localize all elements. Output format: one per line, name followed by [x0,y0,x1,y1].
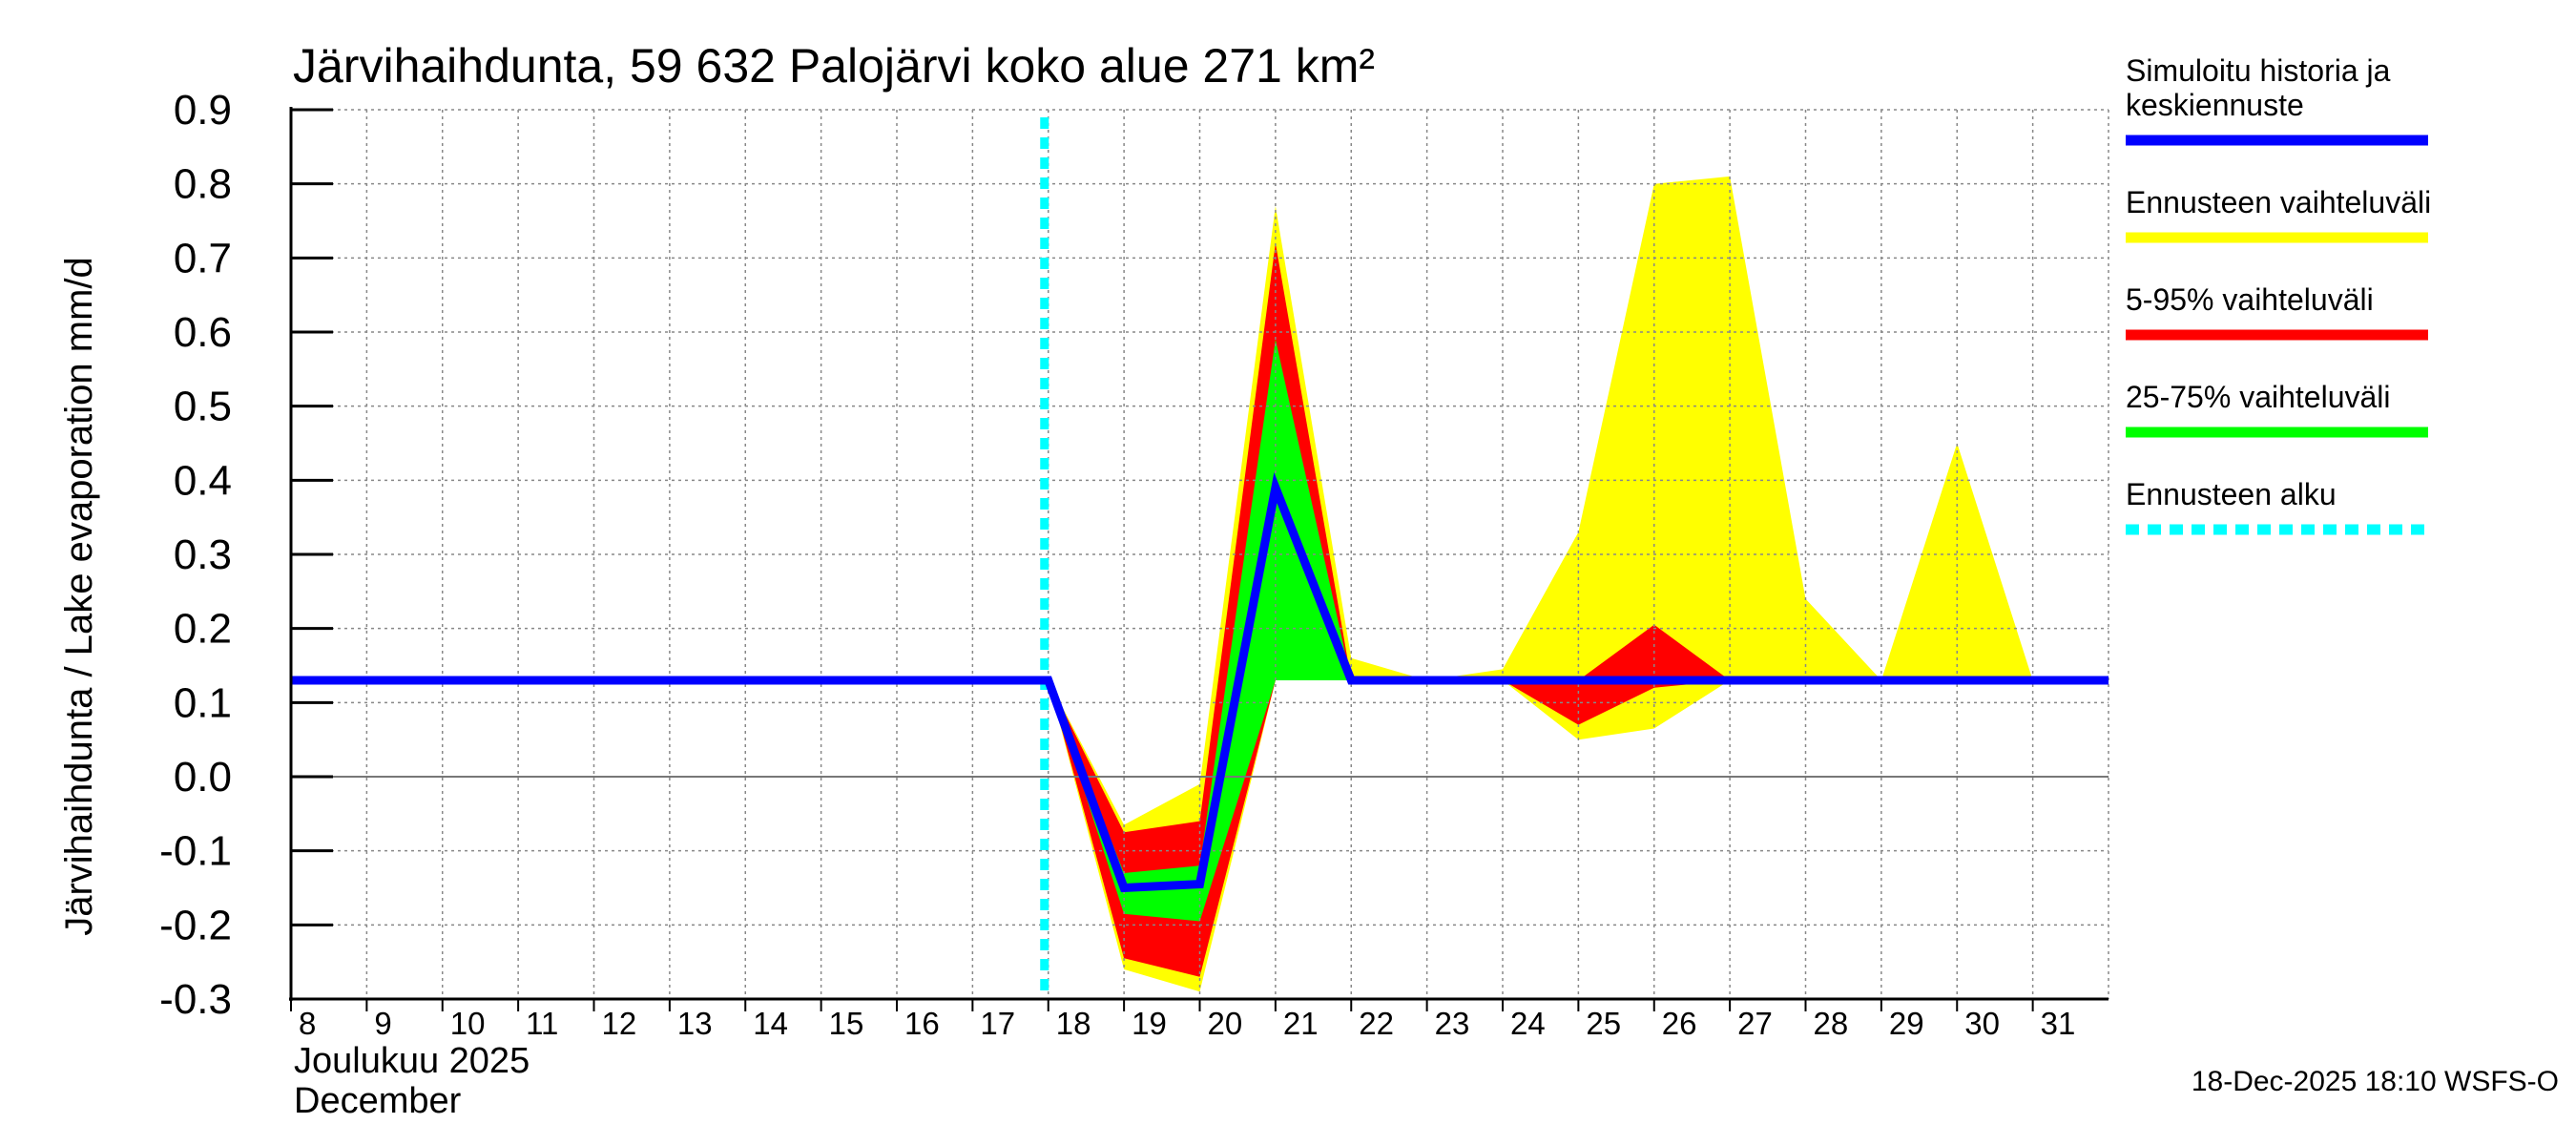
legend-label: Ennusteen alku [2126,477,2337,511]
x-tick-label: 10 [450,1006,486,1041]
x-tick-label: 8 [299,1006,316,1041]
x-axis-month-label-english: December [294,1081,462,1121]
x-tick-label: 11 [526,1006,558,1041]
mean-forecast-line [291,471,2109,893]
y-tick-label: 0.9 [174,87,232,134]
x-tick-label: 22 [1359,1006,1394,1041]
legend-label: keskiennuste [2126,88,2304,122]
x-tick-label: 21 [1283,1006,1319,1041]
y-tick-label: 0.8 [174,161,232,208]
x-tick-label: 29 [1889,1006,1924,1041]
x-tick-label: 17 [980,1006,1015,1041]
legend-label: Simuloitu historia ja [2126,53,2391,88]
x-tick-label: 25 [1586,1006,1621,1041]
plot-axes [289,107,2109,1011]
x-tick-label: 13 [677,1006,713,1041]
x-tick-labels: 8 9 10 11 12 13 14 15 16 17 18 19 20 21 22 23 24 25 26 27 28… [299,1006,2075,1041]
x-tick-label: 26 [1662,1006,1697,1041]
y-tick-label: -0.2 [159,902,232,948]
x-tick-label: 18 [1056,1006,1091,1041]
y-axis-label: Järvihaihdunta / Lake evaporation mm/d [58,257,100,936]
legend-label: 25-75% vaihteluväli [2126,380,2391,414]
y-tick-label: 0.5 [174,384,232,430]
timestamp: 18-Dec-2025 18:10 WSFS-O [2192,1066,2559,1097]
legend-label: Ennusteen vaihteluväli [2126,185,2431,219]
x-tick-label: 27 [1737,1006,1773,1041]
y-tick-label: -0.3 [159,976,232,1023]
y-tick-label: 0.4 [174,457,232,504]
x-tick-label: 24 [1510,1006,1546,1041]
x-tick-label: 30 [1964,1006,2000,1041]
mean-line [291,471,2109,893]
y-tick-label: 0.0 [174,754,232,801]
x-tick-label: 23 [1435,1006,1470,1041]
chart-title: Järvihaihdunta, 59 632 Palojärvi koko al… [293,39,1375,93]
y-tick-label: 0.7 [174,235,232,281]
y-tick-label: -0.1 [159,828,232,875]
x-tick-label: 20 [1208,1006,1243,1041]
y-tick-labels: -0.3 -0.2 -0.1 0.0 0.1 0.2 0.3 0.4 0.5 0.6 0.7 0.8 0… [159,87,232,1023]
x-tick-label: 9 [374,1006,391,1041]
y-tick-label: 0.6 [174,309,232,356]
y-tick-label: 0.2 [174,606,232,653]
x-tick-label: 16 [904,1006,940,1041]
x-tick-label: 28 [1814,1006,1849,1041]
x-tick-label: 14 [753,1006,788,1041]
y-tick-label: 0.3 [174,531,232,578]
legend-label: 5-95% vaihteluväli [2126,282,2374,317]
x-tick-label: 15 [829,1006,864,1041]
y-tick-label: 0.1 [174,679,232,726]
x-tick-label: 12 [602,1006,637,1041]
x-tick-label: 19 [1132,1006,1167,1041]
x-axis-month-label: Joulukuu 2025 [294,1041,530,1081]
x-tick-label: 31 [2041,1006,2076,1041]
